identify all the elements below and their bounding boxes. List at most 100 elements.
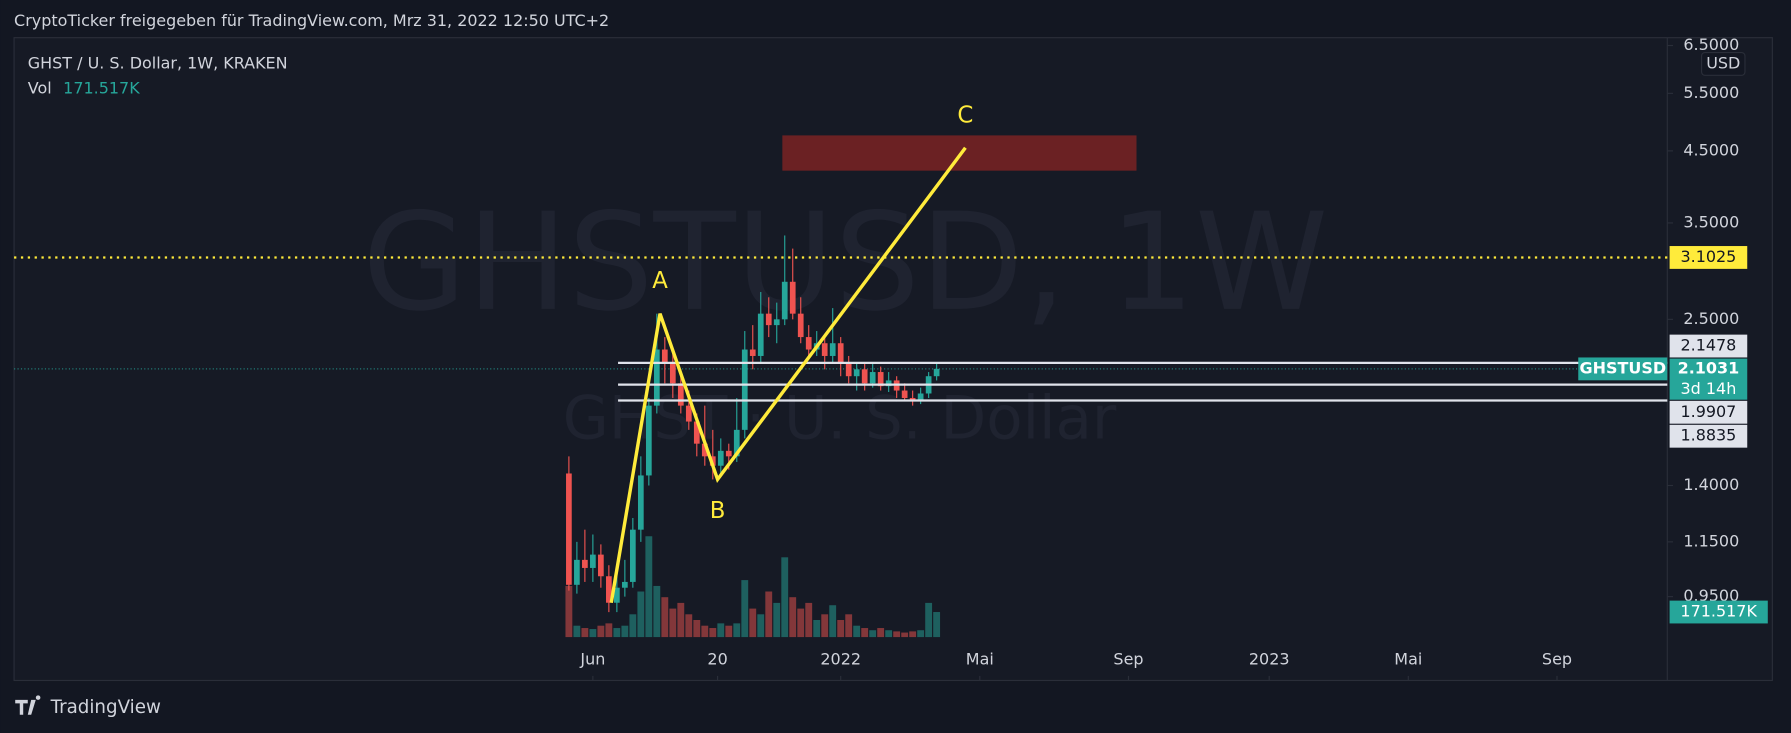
candle-body: [861, 369, 868, 384]
volume-bar: [829, 605, 837, 638]
candle-body: [733, 429, 740, 457]
x-tick-label: 2023: [1249, 649, 1290, 668]
x-tick-label: Jun: [579, 649, 605, 668]
volume-bar: [853, 625, 861, 638]
wave-label: C: [957, 102, 973, 128]
volume-bar: [797, 608, 805, 638]
level-label: 2.1478: [1680, 336, 1736, 355]
last-price-label: 2.1031: [1678, 358, 1740, 377]
candle-body: [821, 343, 828, 356]
volume-bar: [597, 625, 605, 638]
y-tick-label: 1.1500: [1683, 531, 1739, 550]
volume-bar: [693, 619, 701, 638]
volume-bar: [613, 628, 621, 638]
volume-bar: [733, 623, 741, 638]
volume-bar: [877, 628, 885, 638]
candle-body: [797, 313, 804, 338]
x-tick-label: Mai: [966, 649, 994, 668]
footer: TradingView: [50, 697, 161, 718]
volume-bar: [709, 628, 717, 638]
candle-body: [677, 383, 684, 406]
candle-body: [590, 554, 596, 568]
volume-bar: [581, 628, 589, 638]
candle-body: [877, 372, 884, 387]
y-tick-label: 6.5000: [1683, 35, 1739, 54]
candle-body: [582, 559, 588, 568]
candle-body: [829, 343, 836, 356]
volume-bar: [565, 585, 573, 638]
volume-bar: [909, 631, 917, 638]
candle-body: [837, 343, 844, 363]
wave-line: [609, 146, 967, 604]
volume-bar: [917, 630, 925, 638]
volume-bar: [805, 602, 813, 638]
volume-bar: [933, 612, 941, 638]
level-box: [1669, 334, 1748, 358]
candle-body: [845, 362, 852, 377]
x-tick-label: Mai: [1394, 649, 1422, 668]
volume-bar: [901, 632, 909, 638]
candle-body: [645, 405, 652, 476]
candle-body: [869, 372, 876, 384]
volume-bar: [925, 602, 933, 638]
candle-body: [566, 473, 572, 585]
candle-body: [773, 319, 780, 326]
candle-body: [917, 393, 924, 402]
volume-bar: [837, 619, 845, 638]
candle-body: [629, 529, 636, 582]
wave-label: B: [710, 498, 726, 524]
volume-bar: [669, 608, 677, 638]
y-tick-label: 2.5000: [1683, 309, 1739, 328]
volume-bar: [869, 630, 877, 638]
volume-bar: [893, 631, 901, 638]
watermark: GHSTUSD, 1W GHST · U. S. Dollar: [362, 184, 1328, 454]
y-tick-label: 4.5000: [1683, 140, 1739, 159]
x-tick-label: 2022: [820, 649, 861, 668]
candle-body: [653, 349, 660, 406]
volume-bar: [589, 629, 597, 638]
y-tick-label: 0.9500: [1683, 586, 1739, 605]
candle-body: [621, 581, 628, 588]
candle-body: [693, 421, 700, 444]
candle-body: [725, 450, 732, 457]
volume-bar: [605, 623, 613, 638]
volume-bar: [789, 597, 797, 638]
candle-body: [701, 443, 708, 457]
level-label: 1.9907: [1680, 402, 1736, 421]
volume-bar: [717, 623, 725, 638]
level-box: [1669, 424, 1748, 448]
volume-bar: [629, 614, 637, 638]
chart-title: GHST / U. S. Dollar, 1W, KRAKEN: [28, 53, 288, 72]
candle-body: [933, 368, 940, 377]
volume-bar: [573, 625, 581, 638]
candle-body: [789, 281, 796, 314]
volume-bar: [701, 625, 709, 638]
volume-bar: [661, 597, 669, 638]
y-tick-label: 5.5000: [1683, 83, 1739, 102]
volume-bar: [757, 614, 765, 638]
volume-bar: [861, 628, 869, 638]
volume-bar: [749, 608, 757, 638]
header: CryptoTicker freigegeben für TradingView…: [14, 11, 609, 30]
volume-bar: [885, 630, 893, 638]
candle-body: [669, 362, 676, 384]
candle-body: [885, 380, 892, 387]
candle-body: [901, 390, 908, 398]
chart-pane: [13, 37, 1773, 682]
currency-box: [1701, 51, 1746, 76]
y-tick-label: 3.5000: [1683, 212, 1739, 231]
candle-body: [598, 554, 604, 577]
volume-bar: [645, 536, 653, 638]
footer-logo: TradingView: [15, 695, 161, 718]
volume-bar: [781, 557, 789, 638]
candle-body: [765, 313, 772, 326]
candle-body: [781, 281, 788, 320]
candle-body: [613, 587, 620, 603]
logo-icon: [15, 695, 41, 715]
volume-legend-value: 171.517K: [63, 79, 140, 98]
dotted-level-box: [1669, 246, 1748, 269]
candle-body: [685, 405, 692, 422]
volume-bar: [725, 625, 733, 638]
